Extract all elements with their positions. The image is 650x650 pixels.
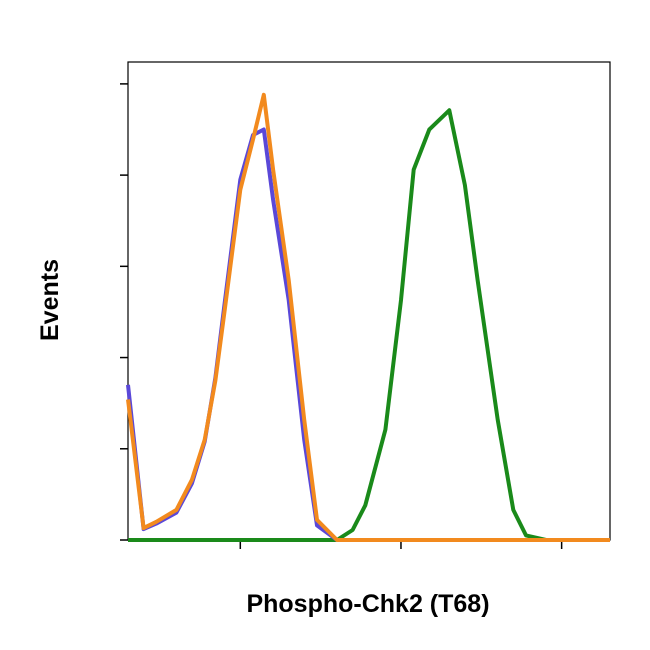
x-axis-label: Phospho-Chk2 (T68) xyxy=(246,590,489,618)
series-line xyxy=(126,92,610,542)
y-axis-label: Events xyxy=(36,259,64,341)
series-line xyxy=(128,108,610,542)
series-line xyxy=(126,127,610,542)
plot-frame xyxy=(127,61,611,541)
